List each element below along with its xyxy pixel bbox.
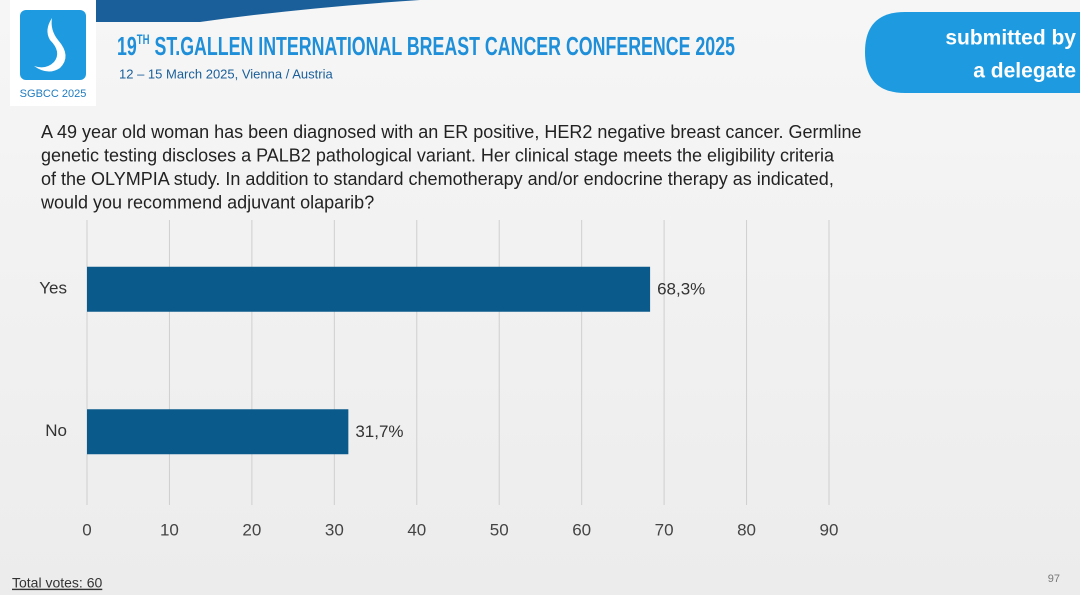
question-line: of the OLYMPIA study. In addition to sta… xyxy=(41,169,834,189)
x-tick-label: 50 xyxy=(490,520,509,539)
conference-title: 19TH ST.GALLEN INTERNATIONAL BREAST CANC… xyxy=(117,31,735,61)
x-tick-label: 40 xyxy=(407,520,426,539)
x-tick-label: 20 xyxy=(242,520,261,539)
badge-line: submitted by xyxy=(945,27,1076,50)
header-swoosh xyxy=(95,0,420,22)
y-tick-label: Yes xyxy=(39,279,67,298)
title-sup: TH xyxy=(137,31,150,47)
question-line: A 49 year old woman has been diagnosed w… xyxy=(41,122,861,142)
conference-subtitle: 12 – 15 March 2025, Vienna / Austria xyxy=(119,66,333,81)
logo-icon xyxy=(34,18,66,72)
x-tick-label: 80 xyxy=(737,520,756,539)
x-tick-label: 10 xyxy=(160,520,179,539)
chart: 0 10 20 30 40 50 60 70 80 90 Yes 68,3% No 31,7% xyxy=(39,220,838,539)
title-number: 19 xyxy=(117,31,137,61)
logo-mark xyxy=(20,10,86,80)
y-tick-label: No xyxy=(45,421,67,440)
x-tick-label: 0 xyxy=(82,520,91,539)
x-tick-label: 60 xyxy=(572,520,591,539)
value-label: 68,3% xyxy=(657,280,705,299)
x-tick-label: 90 xyxy=(820,520,839,539)
question: A 49 year old woman has been diagnosed w… xyxy=(40,122,861,213)
bar xyxy=(87,409,349,455)
title-rest: ST.GALLEN INTERNATIONAL BREAST CANCER CO… xyxy=(150,31,735,61)
x-tick-label: 70 xyxy=(655,520,674,539)
badge xyxy=(865,12,1080,93)
total-votes: Total votes: 60 xyxy=(12,575,102,591)
question-line: genetic testing discloses a PALB2 pathol… xyxy=(41,145,835,165)
badge-line: a delegate xyxy=(973,60,1076,83)
page-number: 97 xyxy=(1048,573,1060,585)
x-tick-label: 30 xyxy=(325,520,344,539)
question-line: would you recommend adjuvant olaparib? xyxy=(40,192,374,212)
value-label: 31,7% xyxy=(355,422,403,441)
bar xyxy=(87,266,651,312)
logo-text: SGBCC 2025 xyxy=(20,88,87,100)
